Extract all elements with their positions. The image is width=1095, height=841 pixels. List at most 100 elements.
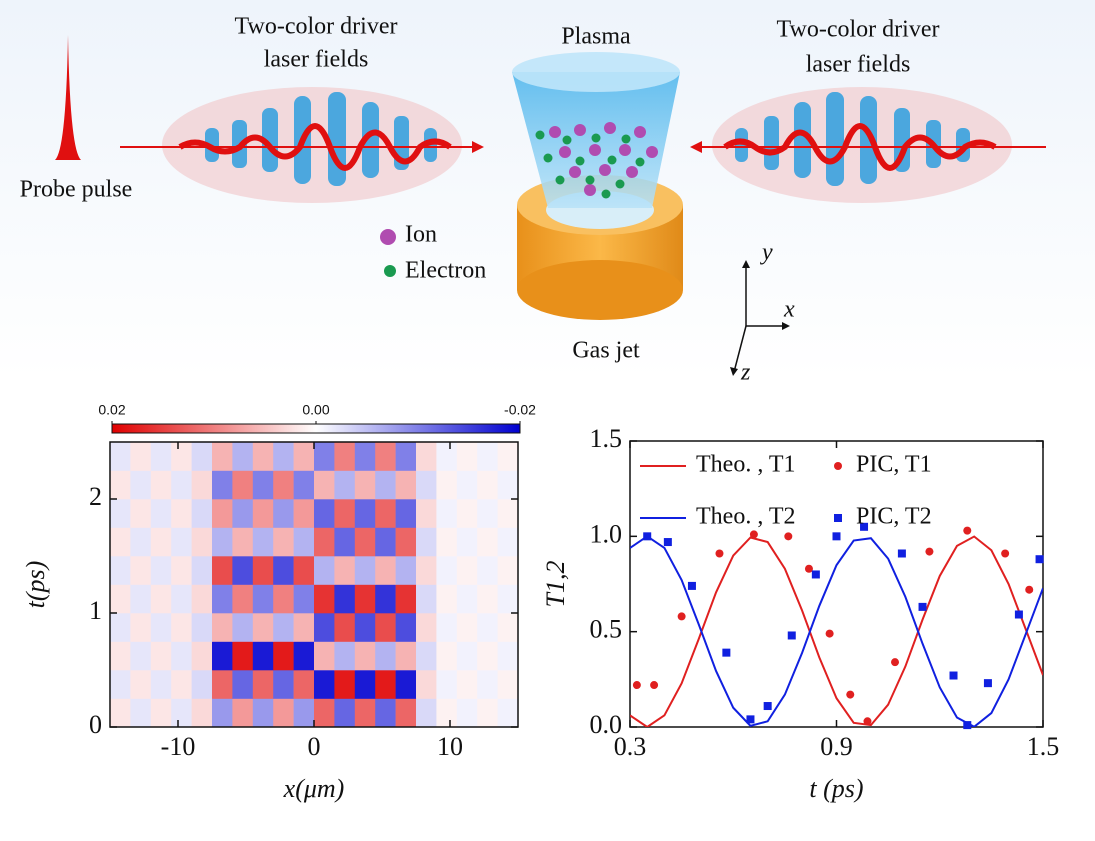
heat-cell	[497, 584, 519, 614]
heat-cell	[436, 527, 458, 557]
heat-cell	[477, 499, 498, 528]
heat-cell	[395, 470, 417, 500]
heat-cell	[334, 499, 356, 528]
y-tick-label: 1.0	[590, 519, 623, 548]
heat-cell	[375, 641, 396, 671]
heat-cell	[232, 527, 254, 557]
heat-cell	[212, 641, 233, 671]
pic-point	[860, 522, 869, 531]
heat-cell	[334, 442, 356, 471]
arrow	[690, 141, 702, 153]
heat-cell	[252, 670, 274, 699]
heat-cell	[436, 584, 458, 614]
heat-cell	[171, 670, 192, 699]
heat-cell	[110, 641, 131, 671]
heat-cell	[130, 613, 152, 642]
heat-cell	[232, 470, 254, 500]
heat-cell	[416, 641, 437, 671]
heat-cell	[130, 584, 152, 614]
heat-cell	[395, 499, 417, 528]
heat-cell	[354, 698, 376, 728]
arrow	[472, 141, 484, 153]
heat-cell	[293, 470, 315, 500]
heat-cell	[293, 613, 315, 642]
heat-cell	[273, 584, 294, 614]
heat-cell	[497, 556, 519, 585]
heat-cell	[293, 527, 315, 557]
heat-cell	[416, 556, 437, 585]
pic-point	[963, 526, 972, 535]
legend-label: PIC, T1	[856, 452, 932, 478]
heat-cell	[334, 584, 356, 614]
y-axis-label: T1,2	[541, 561, 570, 608]
label: Gas jet	[572, 338, 640, 364]
heat-cell	[293, 641, 315, 671]
heat-cell	[150, 670, 172, 699]
pic-point	[1025, 585, 1034, 594]
heat-cell	[171, 442, 192, 471]
y-tick-label: 1	[89, 596, 102, 625]
heat-cell	[314, 641, 335, 671]
heat-cell	[130, 670, 152, 699]
heat-cell	[150, 442, 172, 471]
heat-cell	[416, 670, 437, 699]
heat-cell	[375, 470, 396, 500]
heat-cell	[150, 641, 172, 671]
heat-cell	[191, 698, 213, 728]
heat-cell	[171, 556, 192, 585]
pic-point	[746, 715, 755, 724]
heat-cell	[497, 670, 519, 699]
heat-cell	[314, 527, 335, 557]
heat-cell	[436, 670, 458, 699]
heat-cell	[334, 470, 356, 500]
colorbar	[111, 423, 521, 434]
label: Ion	[405, 222, 437, 248]
heat-cell	[171, 613, 192, 642]
heat-cell	[375, 556, 396, 585]
heat-cell	[252, 641, 274, 671]
heat-cell	[375, 613, 396, 642]
heat-cell	[416, 698, 437, 728]
pic-point	[863, 717, 872, 726]
heat-cell	[252, 527, 274, 557]
heat-cell	[354, 641, 376, 671]
colorbar-label: -0.02	[504, 402, 536, 418]
particles	[535, 122, 658, 199]
heat-cell	[354, 470, 376, 500]
gas-jet	[517, 260, 683, 320]
heat-cell	[171, 584, 192, 614]
heat-cell	[354, 584, 376, 614]
heat-cell	[334, 698, 356, 728]
heat-cell	[456, 641, 478, 671]
heat-cell	[130, 470, 152, 500]
pic-point	[677, 612, 686, 621]
heat-cell	[334, 641, 356, 671]
heat-cell	[375, 499, 396, 528]
probe-pulse	[55, 35, 81, 160]
heat-cell	[497, 442, 519, 471]
y-tick-label: 0.0	[590, 710, 623, 739]
heat-cell	[477, 584, 498, 614]
heat-cell	[314, 556, 335, 585]
heat-cell	[130, 698, 152, 728]
heat-cell	[293, 556, 315, 585]
y-tick-label: 2	[89, 482, 102, 511]
heat-cell	[232, 698, 254, 728]
heat-cell	[395, 442, 417, 471]
heat-cell	[354, 613, 376, 642]
heat-cell	[110, 527, 131, 557]
heat-cell	[191, 442, 213, 471]
heat-cell	[395, 698, 417, 728]
heat-cell	[477, 698, 498, 728]
x-axis-label: x(μm)	[283, 774, 345, 803]
heat-cell	[456, 584, 478, 614]
heat-cell	[416, 442, 437, 471]
coordinate-axes	[733, 264, 786, 373]
heat-cell	[395, 613, 417, 642]
heat-cell	[436, 698, 458, 728]
heat-cell	[375, 698, 396, 728]
colorbar-label: 0.02	[98, 402, 125, 418]
heat-cell	[150, 527, 172, 557]
electron-icon	[384, 265, 396, 277]
heat-cell	[273, 442, 294, 471]
